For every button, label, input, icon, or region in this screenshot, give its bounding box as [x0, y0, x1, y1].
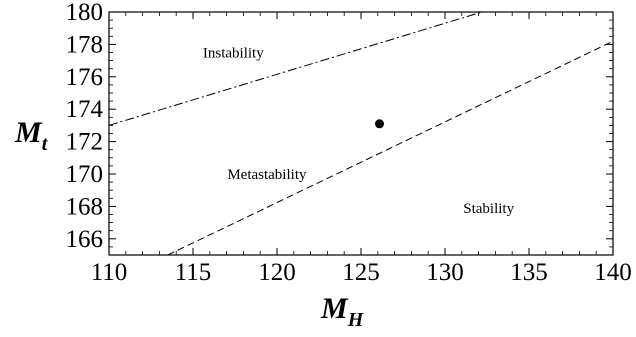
y-tick-label: 178 — [66, 31, 104, 58]
x-tick-label: 125 — [342, 259, 380, 286]
data-point — [374, 119, 384, 129]
y-axis-title-subscript: t — [42, 133, 49, 155]
region-label-stability: Stability — [463, 201, 514, 217]
x-tick-label: 130 — [426, 259, 464, 286]
series-line-dot-dash — [109, 12, 483, 126]
series-line-dashed — [167, 40, 613, 255]
region-label-instability: Instability — [203, 46, 264, 62]
x-axis-title: MH — [320, 292, 365, 331]
y-tick-label: 170 — [66, 161, 104, 188]
y-axis-title: Mt — [14, 116, 49, 155]
x-tick-label: 120 — [258, 259, 296, 286]
y-tick-label: 174 — [66, 96, 104, 123]
x-tick-label: 115 — [175, 259, 212, 286]
x-axis-title-main: M — [320, 292, 349, 325]
ticks-layer: 110 115 120 125 130 135 140 166 168 170 172 174 176 1… — [66, 0, 632, 286]
y-axis-title-main: M — [14, 116, 43, 149]
x-tick-label: 140 — [594, 259, 632, 286]
y-tick-label: 166 — [66, 226, 104, 253]
region-label-metastability: Metastability — [227, 167, 307, 183]
x-tick-label: 110 — [91, 259, 128, 286]
x-axis-title-subscript: H — [347, 309, 365, 331]
x-tick-label: 135 — [510, 259, 548, 286]
y-tick-label: 168 — [66, 193, 104, 220]
y-tick-label: 180 — [66, 0, 104, 26]
annotation-layer: Instability Metastability Stability — [203, 46, 515, 218]
marks-layer — [109, 12, 613, 255]
y-tick-label: 176 — [66, 64, 104, 91]
y-tick-label: 172 — [66, 129, 104, 156]
